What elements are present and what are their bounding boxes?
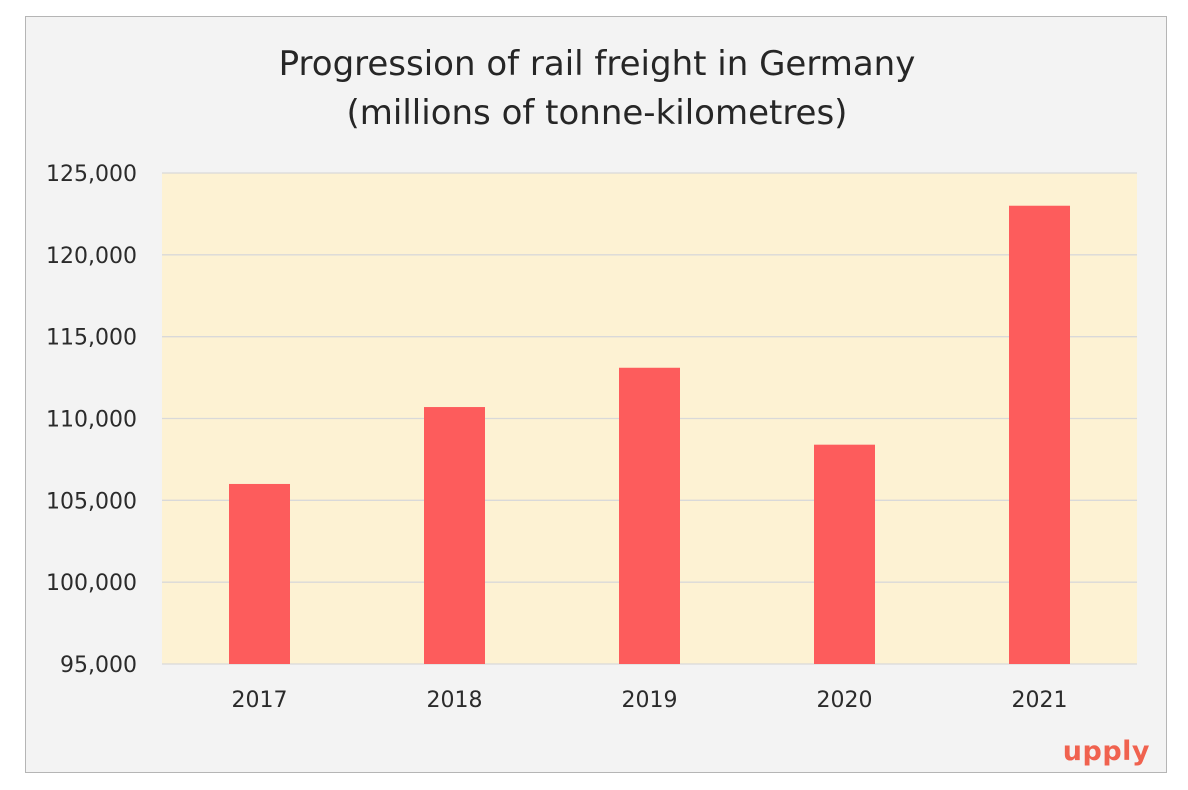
- x-tick-label: 2018: [427, 688, 483, 713]
- y-tick-label: 110,000: [46, 408, 137, 433]
- y-tick-label: 120,000: [46, 244, 137, 269]
- y-tick-label: 95,000: [60, 653, 137, 678]
- chart-subtitle: (millions of tonne-kilometres): [347, 93, 848, 133]
- x-tick-label: 2021: [1012, 688, 1068, 713]
- y-tick-label: 125,000: [46, 162, 137, 187]
- bar-2021: [1009, 205, 1070, 664]
- bars: [229, 205, 1070, 664]
- y-tick-label: 100,000: [46, 571, 137, 596]
- chart-title: Progression of rail freight in Germany: [279, 44, 916, 84]
- y-tick-label: 115,000: [46, 326, 137, 351]
- y-tick-label: 105,000: [46, 489, 137, 514]
- upply-logo: upply: [1063, 736, 1150, 767]
- x-tick-label: 2017: [232, 688, 288, 713]
- x-tick-label: 2019: [622, 688, 678, 713]
- x-axis-ticks: 2017 2018 2019 2020 2021: [232, 688, 1068, 713]
- y-axis-ticks: 95,000 100,000 105,000 110,000 115,000 120,00…: [46, 162, 137, 678]
- bar-2017: [229, 483, 290, 664]
- bar-2019: [619, 367, 680, 664]
- x-tick-label: 2020: [817, 688, 873, 713]
- bar-2020: [814, 444, 875, 664]
- bar-2018: [424, 407, 485, 664]
